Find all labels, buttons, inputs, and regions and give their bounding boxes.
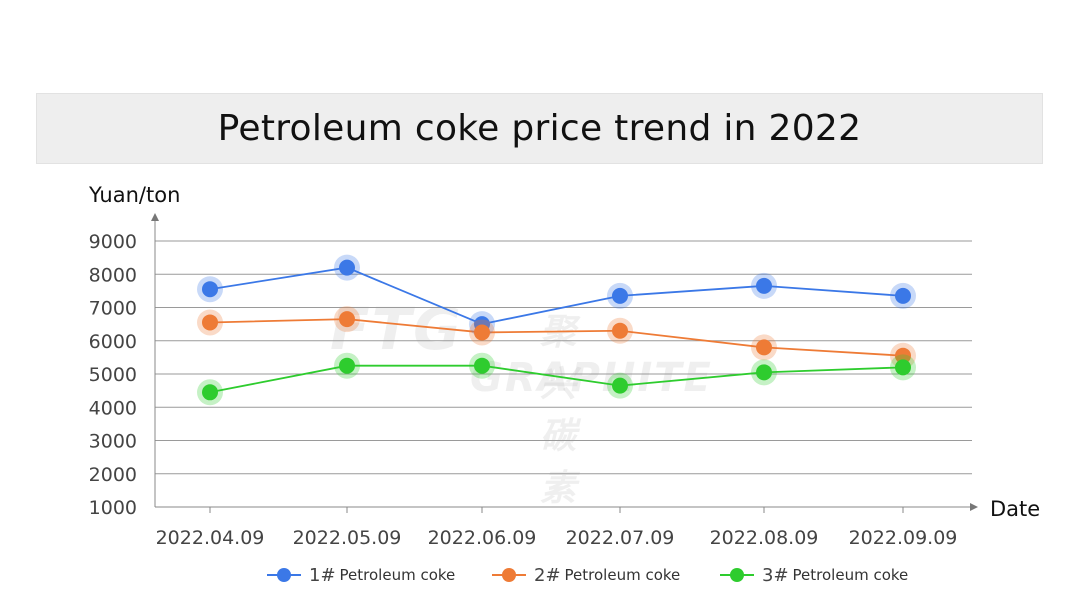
y-axis-title: Yuan/ton (88, 183, 180, 207)
data-point (756, 277, 772, 294)
legend-marker (492, 568, 526, 582)
data-point (756, 364, 772, 381)
data-point (612, 287, 628, 304)
legend-series-number: 2# (534, 564, 561, 586)
y-tick-label: 4000 (89, 397, 137, 419)
x-tick-label: 2022.07.09 (566, 527, 675, 549)
data-point (895, 287, 911, 304)
data-point (202, 384, 218, 401)
data-point (474, 357, 490, 374)
data-point (339, 259, 355, 276)
data-point (612, 322, 628, 339)
y-tick-label: 7000 (89, 298, 137, 320)
x-tick-label: 2022.06.09 (428, 527, 537, 549)
data-point (202, 281, 218, 298)
y-axis-arrow (151, 213, 159, 221)
x-tick-label: 2022.05.09 (293, 527, 402, 549)
data-point (612, 377, 628, 394)
data-point (895, 359, 911, 376)
y-tick-label: 8000 (89, 264, 137, 286)
series-line-1 (209, 266, 904, 326)
legend-marker (267, 568, 301, 582)
chart-title-bar: Petroleum coke price trend in 2022 (36, 93, 1043, 164)
legend-item-2: 2# Petroleum coke (492, 562, 680, 588)
legend-item-3: 3# Petroleum coke (720, 562, 908, 588)
y-tick-label: 3000 (89, 431, 137, 453)
x-axis-title: Date (990, 497, 1040, 521)
series-line-2 (209, 318, 904, 357)
series-line-3 (209, 364, 904, 394)
x-tick-label: 2022.09.09 (849, 527, 958, 549)
legend-series-number: 3# (762, 564, 789, 586)
y-tick-label: 6000 (89, 331, 137, 353)
chart-title: Petroleum coke price trend in 2022 (217, 108, 862, 149)
legend-series-label: Petroleum coke (339, 566, 456, 584)
y-tick-label: 5000 (89, 364, 137, 386)
chart-legend: 1# Petroleum coke 2# Petroleum coke 3# Petrol… (0, 562, 1080, 588)
data-point (339, 311, 355, 328)
x-tick-label: 2022.08.09 (710, 527, 819, 549)
legend-series-label: Petroleum coke (564, 566, 681, 584)
data-point (202, 314, 218, 331)
x-tick-label: 2022.04.09 (156, 527, 265, 549)
legend-item-1: 1# Petroleum coke (267, 562, 455, 588)
legend-series-label: Petroleum coke (792, 566, 909, 584)
data-point (895, 347, 911, 364)
x-axis-arrow (970, 503, 978, 511)
data-point (339, 357, 355, 374)
data-point (474, 324, 490, 341)
legend-series-number: 1# (309, 564, 336, 586)
data-point (756, 339, 772, 356)
y-tick-label: 9000 (89, 231, 137, 253)
legend-marker (720, 568, 754, 582)
y-tick-label: 2000 (89, 464, 137, 486)
y-tick-label: 1000 (89, 497, 137, 519)
